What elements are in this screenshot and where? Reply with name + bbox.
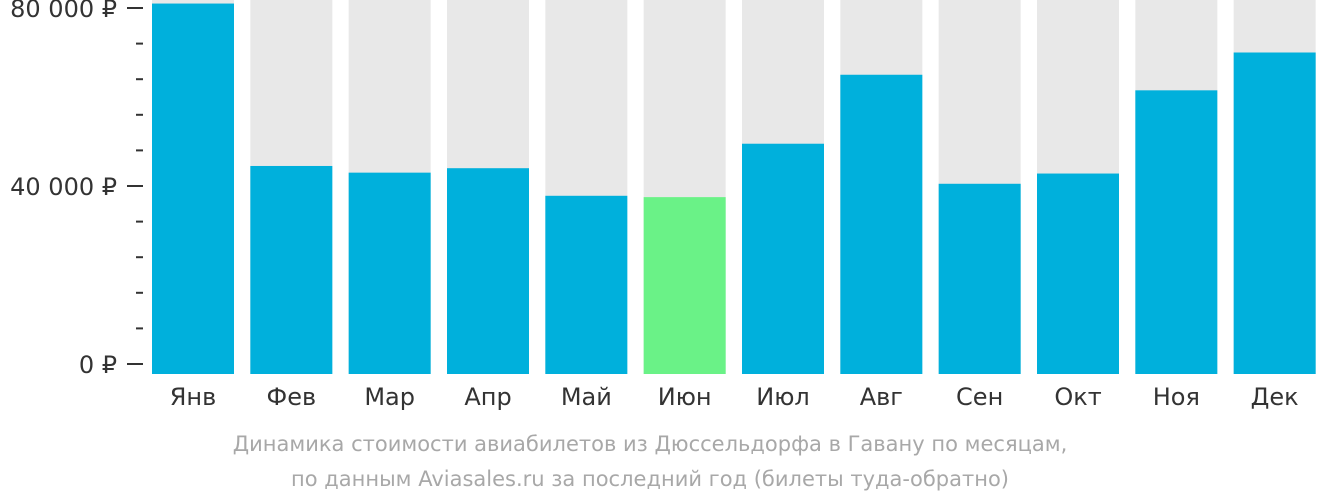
bar-8 — [938, 183, 1021, 374]
x-tick-label: Июл — [756, 383, 810, 411]
x-tick-label: Апр — [464, 383, 511, 411]
y-tick-label: 80 000 ₽ — [10, 0, 117, 23]
chart-caption-line-2: по данным Aviasales.ru за последний год … — [291, 467, 1009, 491]
x-tick-label: Май — [561, 383, 612, 411]
y-tick-label: 40 000 ₽ — [10, 173, 117, 201]
chart-caption-line-1: Динамика стоимости авиабилетов из Дюссел… — [232, 432, 1068, 456]
price-chart: 0 ₽ 40 000 ₽ 80 000 ₽ Янв Фев Мар Апр Май Июн Ию… — [10, 0, 1316, 411]
bar-3 — [447, 168, 529, 374]
bar-11 — [1233, 52, 1316, 374]
x-axis: Янв Фев Мар Апр Май Июн Июл Авг Сен Окт Ноя Дек — [170, 383, 1299, 411]
bars — [152, 3, 1316, 375]
bar-9 — [1037, 173, 1119, 374]
x-tick-label: Ноя — [1153, 383, 1200, 411]
y-axis: 0 ₽ 40 000 ₽ 80 000 ₽ — [10, 0, 143, 379]
y-tick-label: 0 ₽ — [79, 351, 117, 379]
x-tick-label: Окт — [1054, 383, 1101, 411]
bar-5 — [643, 197, 726, 374]
x-tick-label: Фев — [267, 383, 317, 411]
bar-10 — [1135, 90, 1218, 374]
bar-4 — [545, 195, 628, 374]
x-tick-label: Мар — [364, 383, 415, 411]
x-tick-label: Янв — [170, 383, 217, 411]
x-tick-label: Дек — [1251, 383, 1299, 411]
x-tick-label: Сен — [956, 383, 1003, 411]
bar-6 — [742, 143, 824, 374]
bar-0 — [152, 3, 234, 375]
x-tick-label: Июн — [658, 383, 712, 411]
bar-2 — [348, 172, 431, 374]
bar-7 — [840, 74, 923, 374]
x-tick-label: Авг — [860, 383, 903, 411]
bar-1 — [250, 165, 333, 374]
